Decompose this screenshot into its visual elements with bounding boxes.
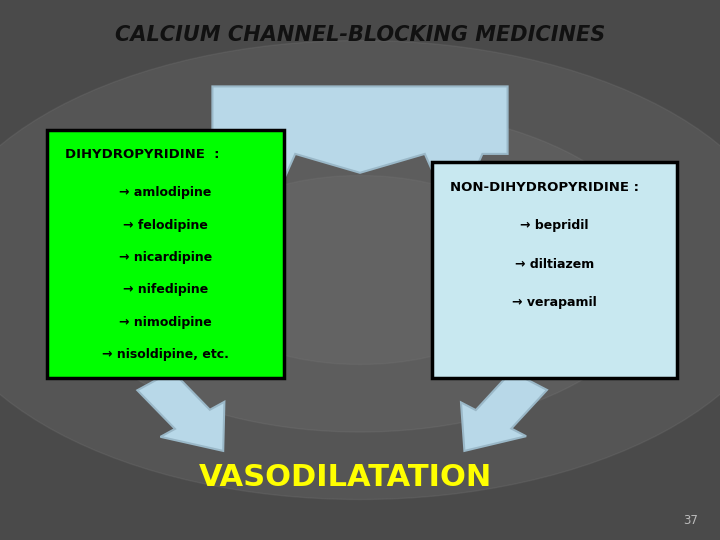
Text: DIHYDROPYRIDINE  :: DIHYDROPYRIDINE :: [65, 148, 220, 161]
Text: → diltiazem: → diltiazem: [515, 258, 594, 271]
Ellipse shape: [184, 176, 536, 364]
Polygon shape: [138, 371, 225, 451]
Text: 37: 37: [683, 514, 698, 526]
Text: → nisoldipine, etc.: → nisoldipine, etc.: [102, 348, 229, 361]
Text: VASODILATATION: VASODILATATION: [199, 463, 492, 492]
Text: → felodipine: → felodipine: [123, 219, 208, 232]
FancyBboxPatch shape: [432, 162, 677, 378]
Ellipse shape: [58, 108, 662, 432]
Text: → nifedipine: → nifedipine: [123, 284, 208, 296]
Text: CALCIUM CHANNEL-BLOCKING MEDICINES: CALCIUM CHANNEL-BLOCKING MEDICINES: [115, 25, 605, 45]
Ellipse shape: [0, 40, 720, 500]
Polygon shape: [212, 86, 508, 219]
Text: → nimodipine: → nimodipine: [120, 316, 212, 329]
Text: → bepridil: → bepridil: [520, 219, 589, 232]
Polygon shape: [461, 372, 547, 451]
Text: NON-DIHYDROPYRIDINE :: NON-DIHYDROPYRIDINE :: [450, 181, 639, 194]
FancyBboxPatch shape: [47, 130, 284, 378]
Text: → nicardipine: → nicardipine: [119, 251, 212, 264]
Text: → verapamil: → verapamil: [512, 296, 597, 309]
Text: → amlodipine: → amlodipine: [120, 186, 212, 199]
